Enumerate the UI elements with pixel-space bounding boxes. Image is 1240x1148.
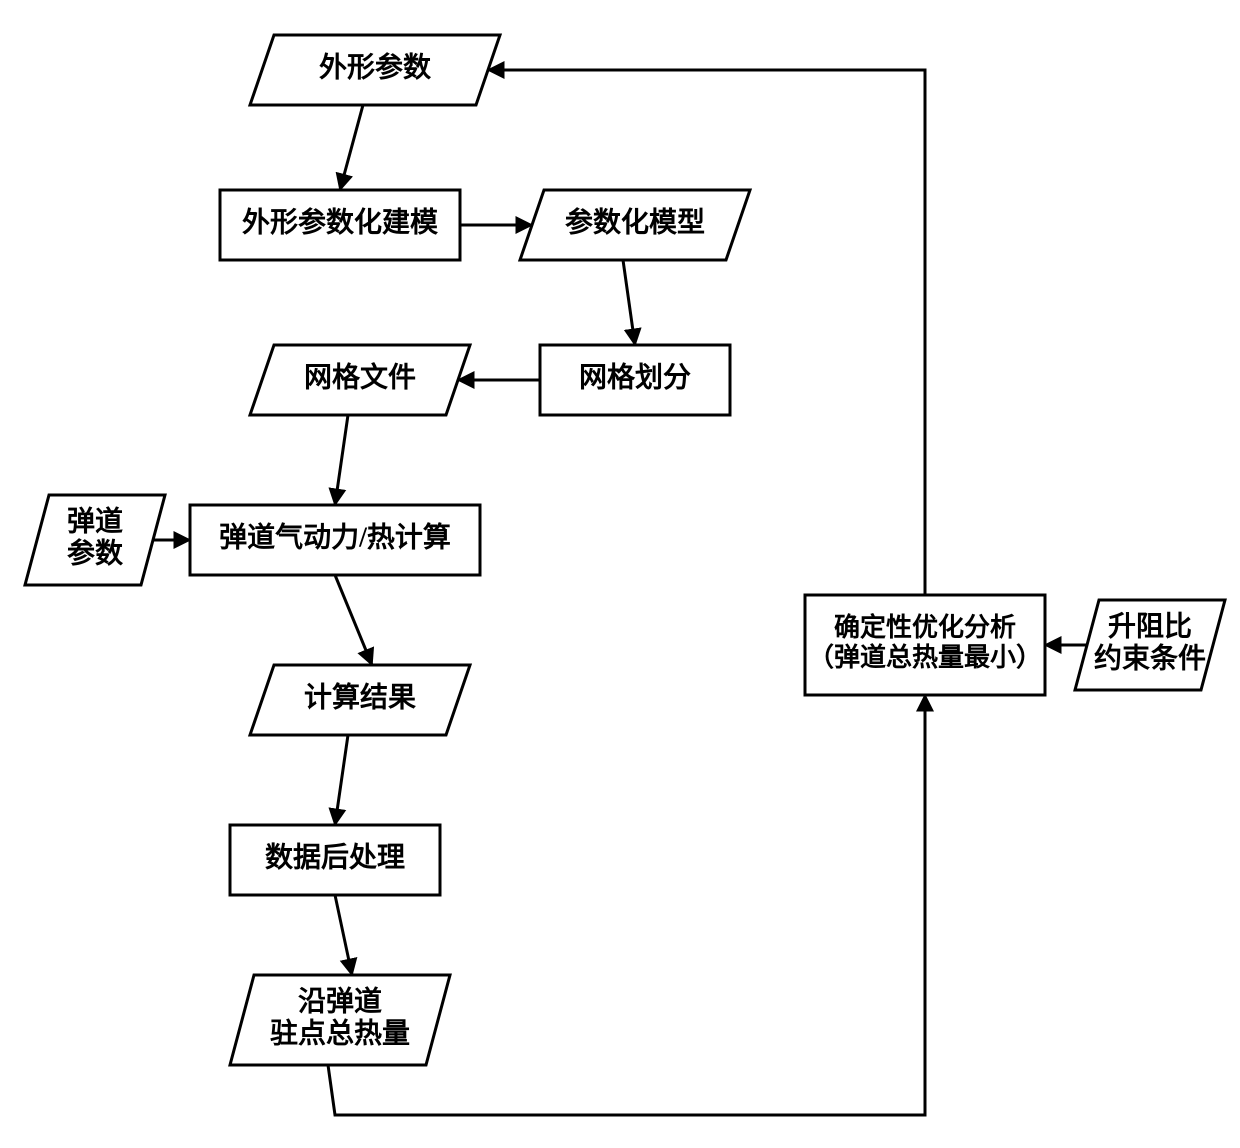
edge-n5-n7 xyxy=(335,415,348,505)
node-n9-label: 数据后处理 xyxy=(265,841,405,873)
node-n9: 数据后处理 xyxy=(230,825,440,895)
node-n4-label: 网格划分 xyxy=(579,361,691,393)
node-n10: 沿弹道驻点总热量 xyxy=(230,975,450,1065)
node-n3-label: 参数化模型 xyxy=(565,205,705,238)
flowchart-canvas: 外形参数外形参数化建模 参数化模型网格划分 网格文件弹道参数 弹道气动力/热计算计算结… xyxy=(0,0,1240,1148)
node-n2: 外形参数化建模 xyxy=(220,190,460,260)
node-n12: 升阻比约束条件 xyxy=(1075,600,1225,690)
node-n11-label: 确定性优化分析 xyxy=(834,612,1016,642)
edge-n11-n1 xyxy=(488,70,925,595)
node-n12-label: 约束条件 xyxy=(1094,643,1206,675)
node-n11: 确定性优化分析（弹道总热量最小） xyxy=(805,595,1045,695)
node-n4: 网格划分 xyxy=(540,345,730,415)
node-n6-label: 参数 xyxy=(67,537,124,570)
node-n8-label: 计算结果 xyxy=(304,680,416,713)
node-n6: 弹道参数 xyxy=(25,495,165,585)
node-n10-label: 沿弹道 xyxy=(298,984,382,1017)
node-n5-label: 网格文件 xyxy=(304,360,416,393)
node-n3: 参数化模型 xyxy=(520,190,750,260)
node-n5: 网格文件 xyxy=(250,345,470,415)
node-n7-label: 弹道气动力/热计算 xyxy=(219,520,451,553)
node-n7: 弹道气动力/热计算 xyxy=(190,505,480,575)
node-n1-label: 外形参数 xyxy=(319,50,432,83)
node-n6-label: 弹道 xyxy=(67,504,123,537)
node-n12-label: 升阻比 xyxy=(1108,610,1192,642)
node-n2-label: 外形参数化建模 xyxy=(242,205,439,238)
edge-n3-n4 xyxy=(623,260,635,345)
node-n8: 计算结果 xyxy=(250,665,470,735)
edge-n9-n10 xyxy=(335,895,352,975)
edge-n7-n8 xyxy=(335,575,372,665)
node-n1: 外形参数 xyxy=(250,35,500,105)
node-n10-label: 驻点总热量 xyxy=(270,1018,410,1050)
node-n11-label: （弹道总热量最小） xyxy=(808,642,1042,672)
edge-n8-n9 xyxy=(335,735,348,825)
edge-n1-n2 xyxy=(340,105,363,190)
